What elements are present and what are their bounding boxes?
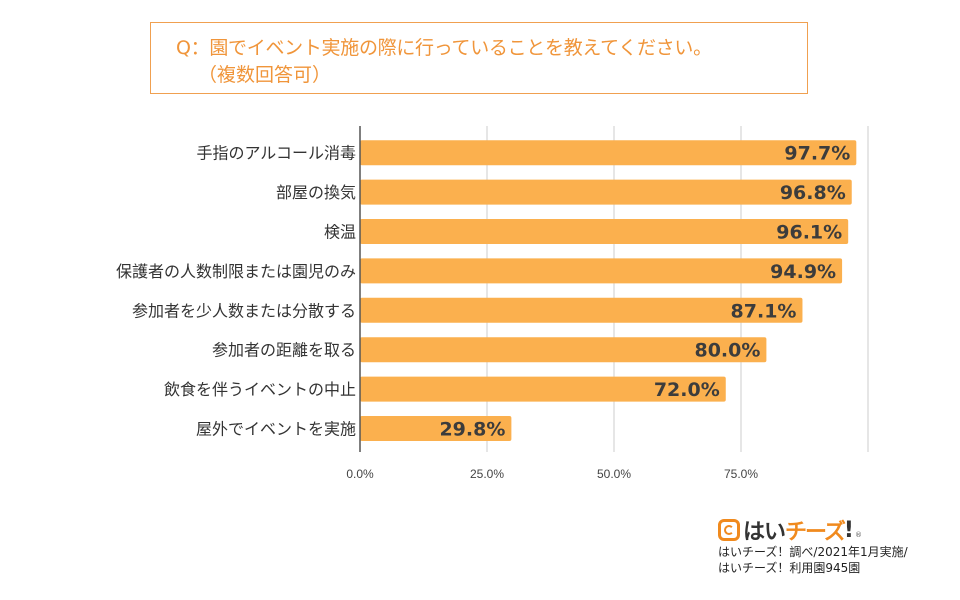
bar (360, 140, 857, 166)
brand-logo: はい チーズ ! ® (718, 516, 908, 545)
bar-value-label: 96.1% (776, 222, 842, 244)
category-label: 参加者の距離を取る (212, 341, 356, 360)
gridlines (486, 126, 869, 452)
camera-icon (718, 519, 740, 541)
x-tick-label: 0.0% (346, 467, 374, 481)
bar-value-label: 94.9% (770, 261, 836, 283)
bar (360, 376, 726, 402)
bar (360, 337, 767, 363)
category-label: 検温 (324, 223, 356, 242)
bar (360, 219, 849, 244)
question-note: （複数回答可） (198, 64, 332, 86)
x-tick-label: 25.0% (470, 467, 504, 481)
bar (360, 416, 512, 441)
x-tick-label: 75.0% (724, 467, 758, 481)
bar (360, 297, 803, 323)
source-credit-line1: はいチーズ！調べ/2021年1月実施/ (718, 545, 908, 559)
category-label: 手指のアルコール消毒 (196, 144, 356, 163)
bar (360, 179, 852, 205)
bar-value-label: 29.8% (439, 419, 505, 441)
question-text: Q：園でイベント実施の際に行っていることを教えてください。 (176, 37, 712, 59)
bar-value-label: 72.0% (654, 379, 720, 401)
x-tick-labels: 0.0% 25.0% 50.0% 75.0% (346, 467, 758, 481)
category-label: 参加者を少人数または分散する (132, 301, 356, 320)
category-labels: 手指のアルコール消毒部屋の換気検温保護者の人数制限または園児のみ参加者を少人数ま… (116, 144, 356, 439)
bar (360, 258, 843, 284)
registered-mark: ® (854, 531, 862, 539)
x-tick-label: 50.0% (597, 467, 631, 481)
bars: 97.7% 96.8% 96.1% 94.9% 87.1% 80.0% 72.0% 29.8% (360, 140, 857, 441)
logo-text-hai: はい (743, 520, 786, 545)
category-label: 保護者の人数制限または園児のみ (116, 262, 356, 281)
bar-value-label: 96.8% (780, 182, 846, 204)
question-box: Q：園でイベント実施の際に行っていることを教えてください。 （複数回答可） (150, 22, 808, 94)
footer: はい チーズ ! ® はいチーズ！調べ/2021年1月実施/ はいチーズ！利用園… (718, 516, 908, 576)
logo-text-cheese: チーズ (785, 520, 846, 545)
source-credit-line2: はいチーズ！利用園945園 (718, 561, 861, 575)
category-label: 部屋の換気 (276, 183, 356, 202)
bar-value-label: 87.1% (731, 300, 797, 322)
logo-text-exclamation: ! (843, 517, 854, 543)
bar-value-label: 97.7% (784, 143, 850, 165)
category-label: 屋外でイベントを実施 (196, 420, 356, 439)
bar-value-label: 80.0% (694, 340, 760, 362)
category-label: 飲食を伴うイベントの中止 (164, 380, 356, 399)
